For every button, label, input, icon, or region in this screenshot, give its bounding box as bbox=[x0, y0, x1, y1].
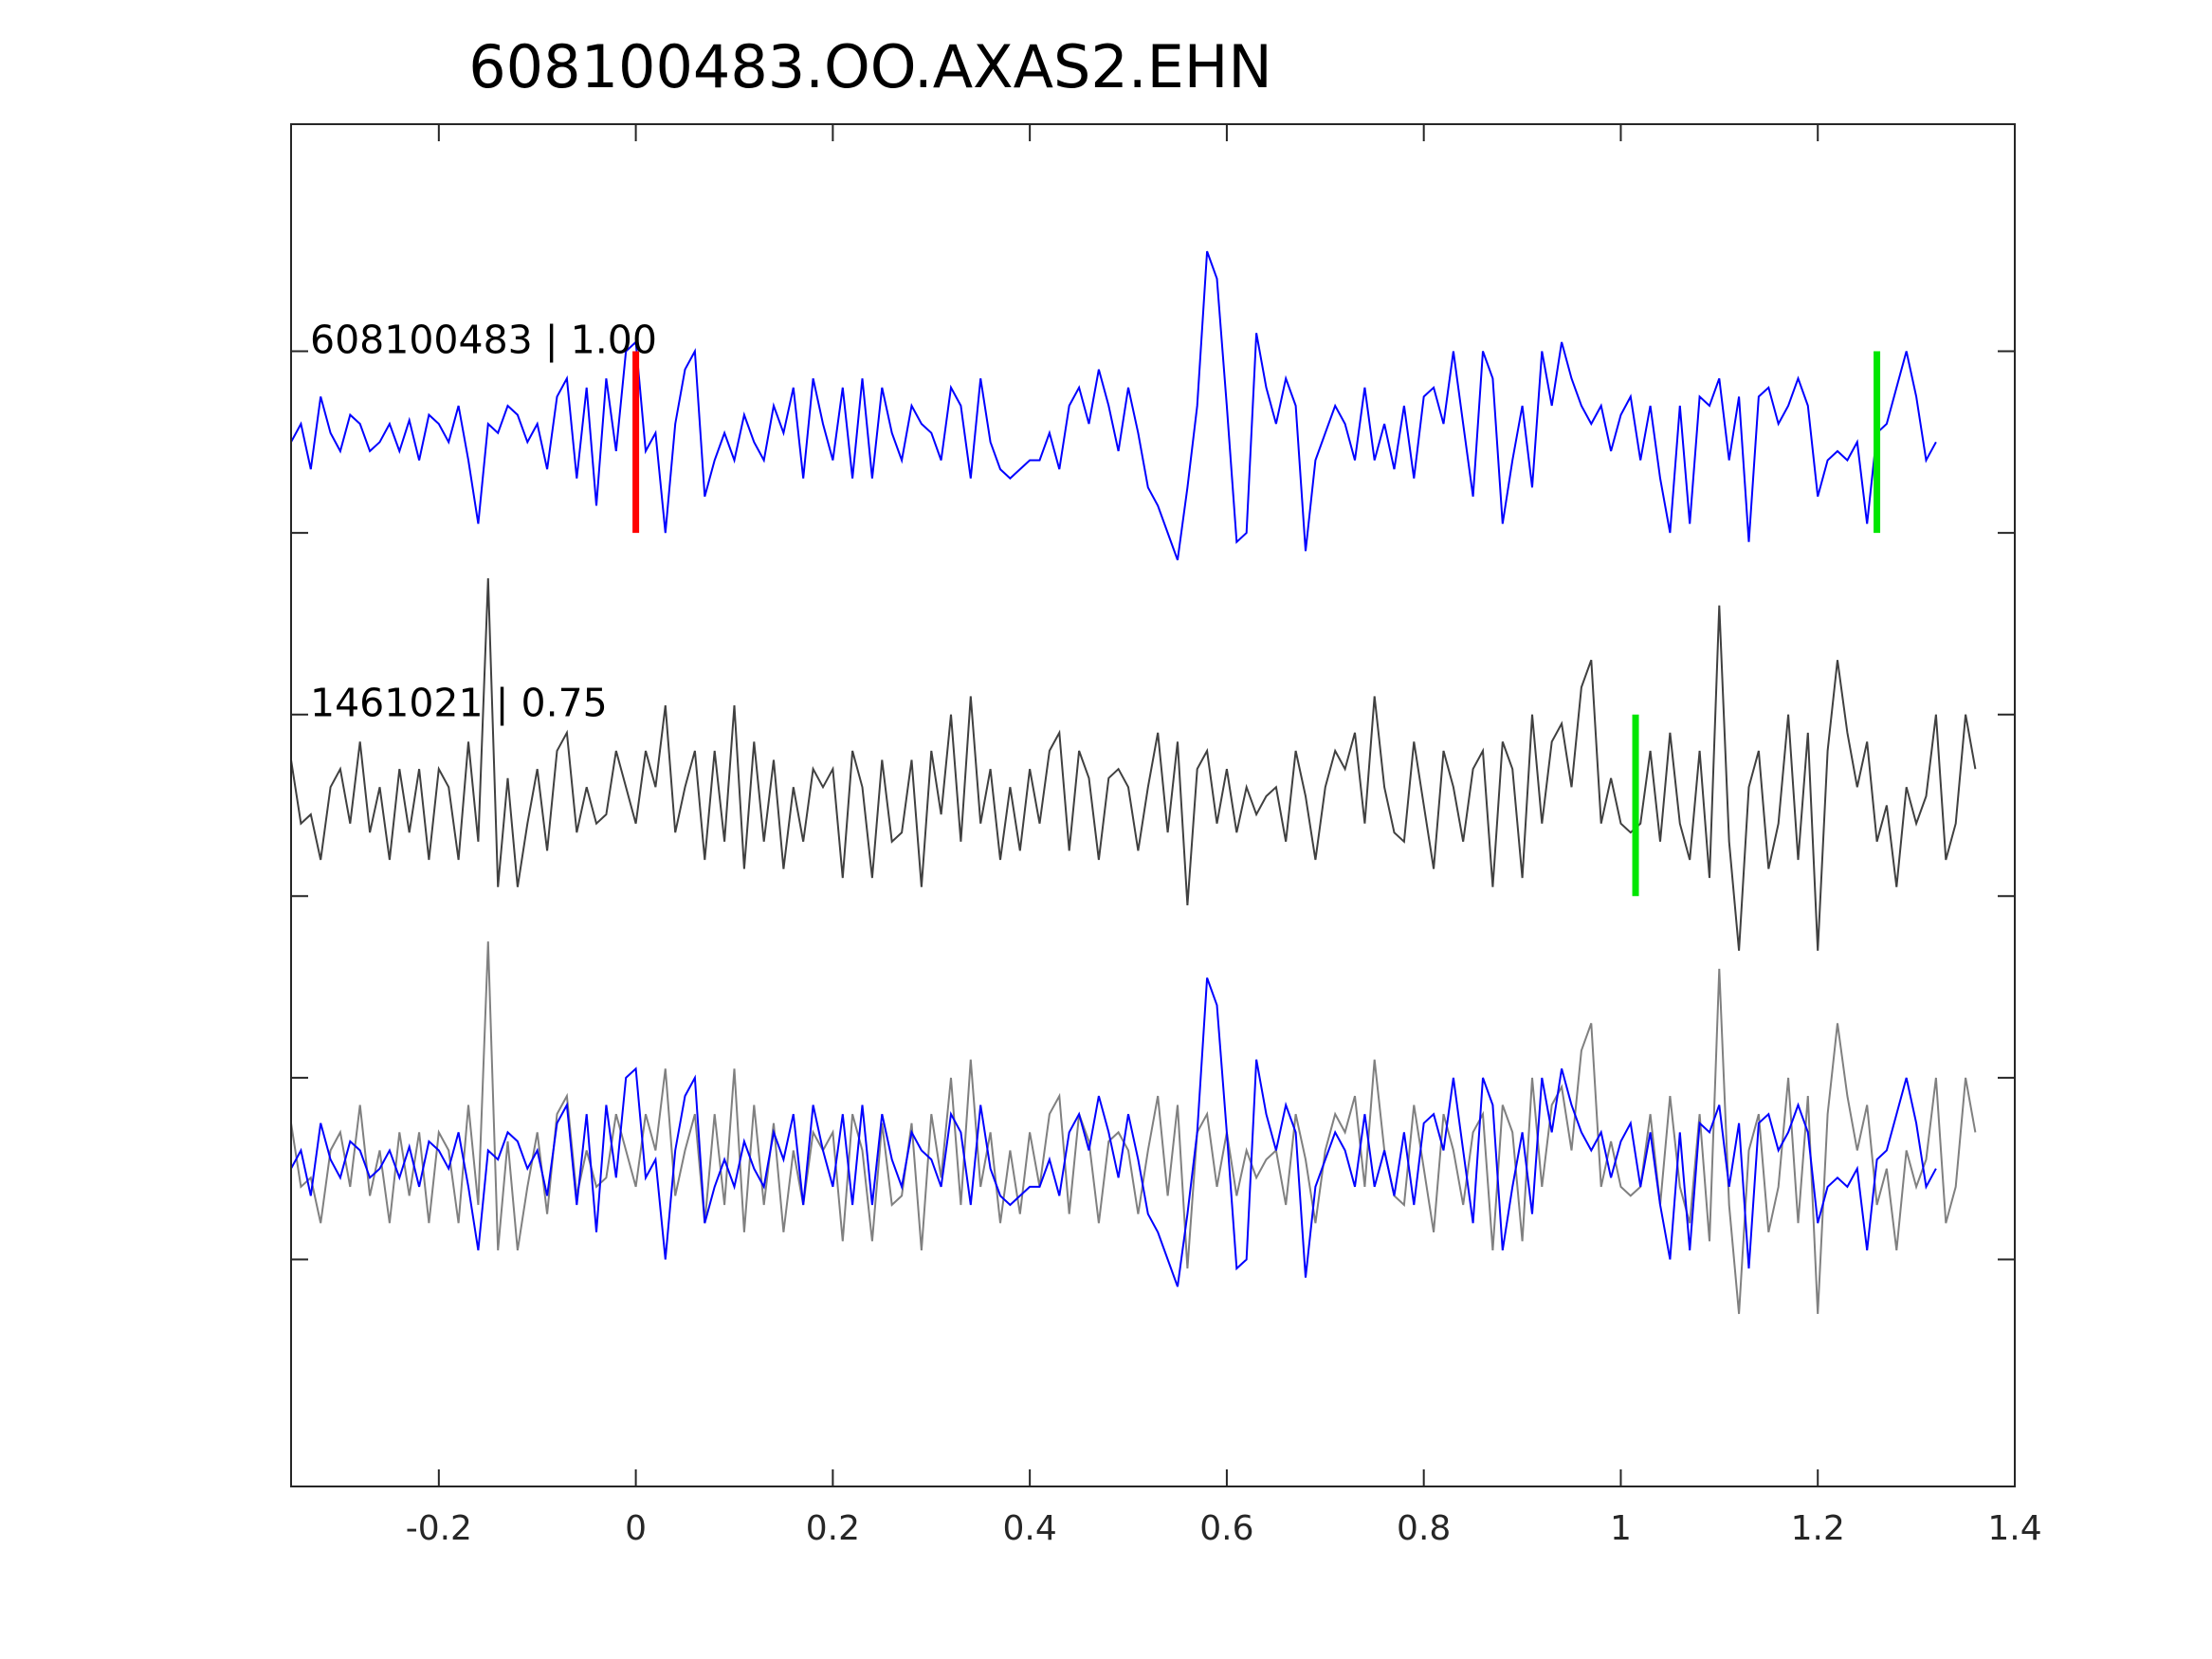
trace-line-1 bbox=[290, 577, 1977, 951]
x-tick-label: 0 bbox=[625, 1509, 647, 1548]
trace-label-1: 1461021 | 0.75 bbox=[310, 681, 608, 726]
trace-label-0: 608100483 | 1.00 bbox=[310, 318, 657, 363]
x-tick-label: 1 bbox=[1610, 1509, 1632, 1548]
chart-title: 608100483.OO.AXAS2.EHN bbox=[468, 32, 1272, 101]
overlay-line-blue bbox=[290, 977, 1937, 1287]
trace-labels: 608100483 | 1.00 1461021 | 0.75 bbox=[310, 318, 657, 726]
x-tick-label: 0.6 bbox=[1199, 1509, 1253, 1548]
trace-line-0 bbox=[290, 250, 1937, 561]
traces bbox=[290, 250, 1977, 1315]
plot-area-frame bbox=[290, 123, 2016, 1487]
pick-markers bbox=[632, 351, 1881, 897]
x-tick-label: 1.2 bbox=[1791, 1509, 1845, 1548]
x-tick-label: 0.4 bbox=[1003, 1509, 1057, 1548]
x-tick-label: 0.8 bbox=[1397, 1509, 1451, 1548]
axis-ticks: -0.2 0 0.2 0.4 0.6 0.8 1 1.2 1.4 bbox=[291, 124, 2042, 1548]
x-tick-label: -0.2 bbox=[406, 1509, 472, 1548]
x-tick-label: 0.2 bbox=[806, 1509, 860, 1548]
x-tick-label: 1.4 bbox=[1987, 1509, 2041, 1548]
